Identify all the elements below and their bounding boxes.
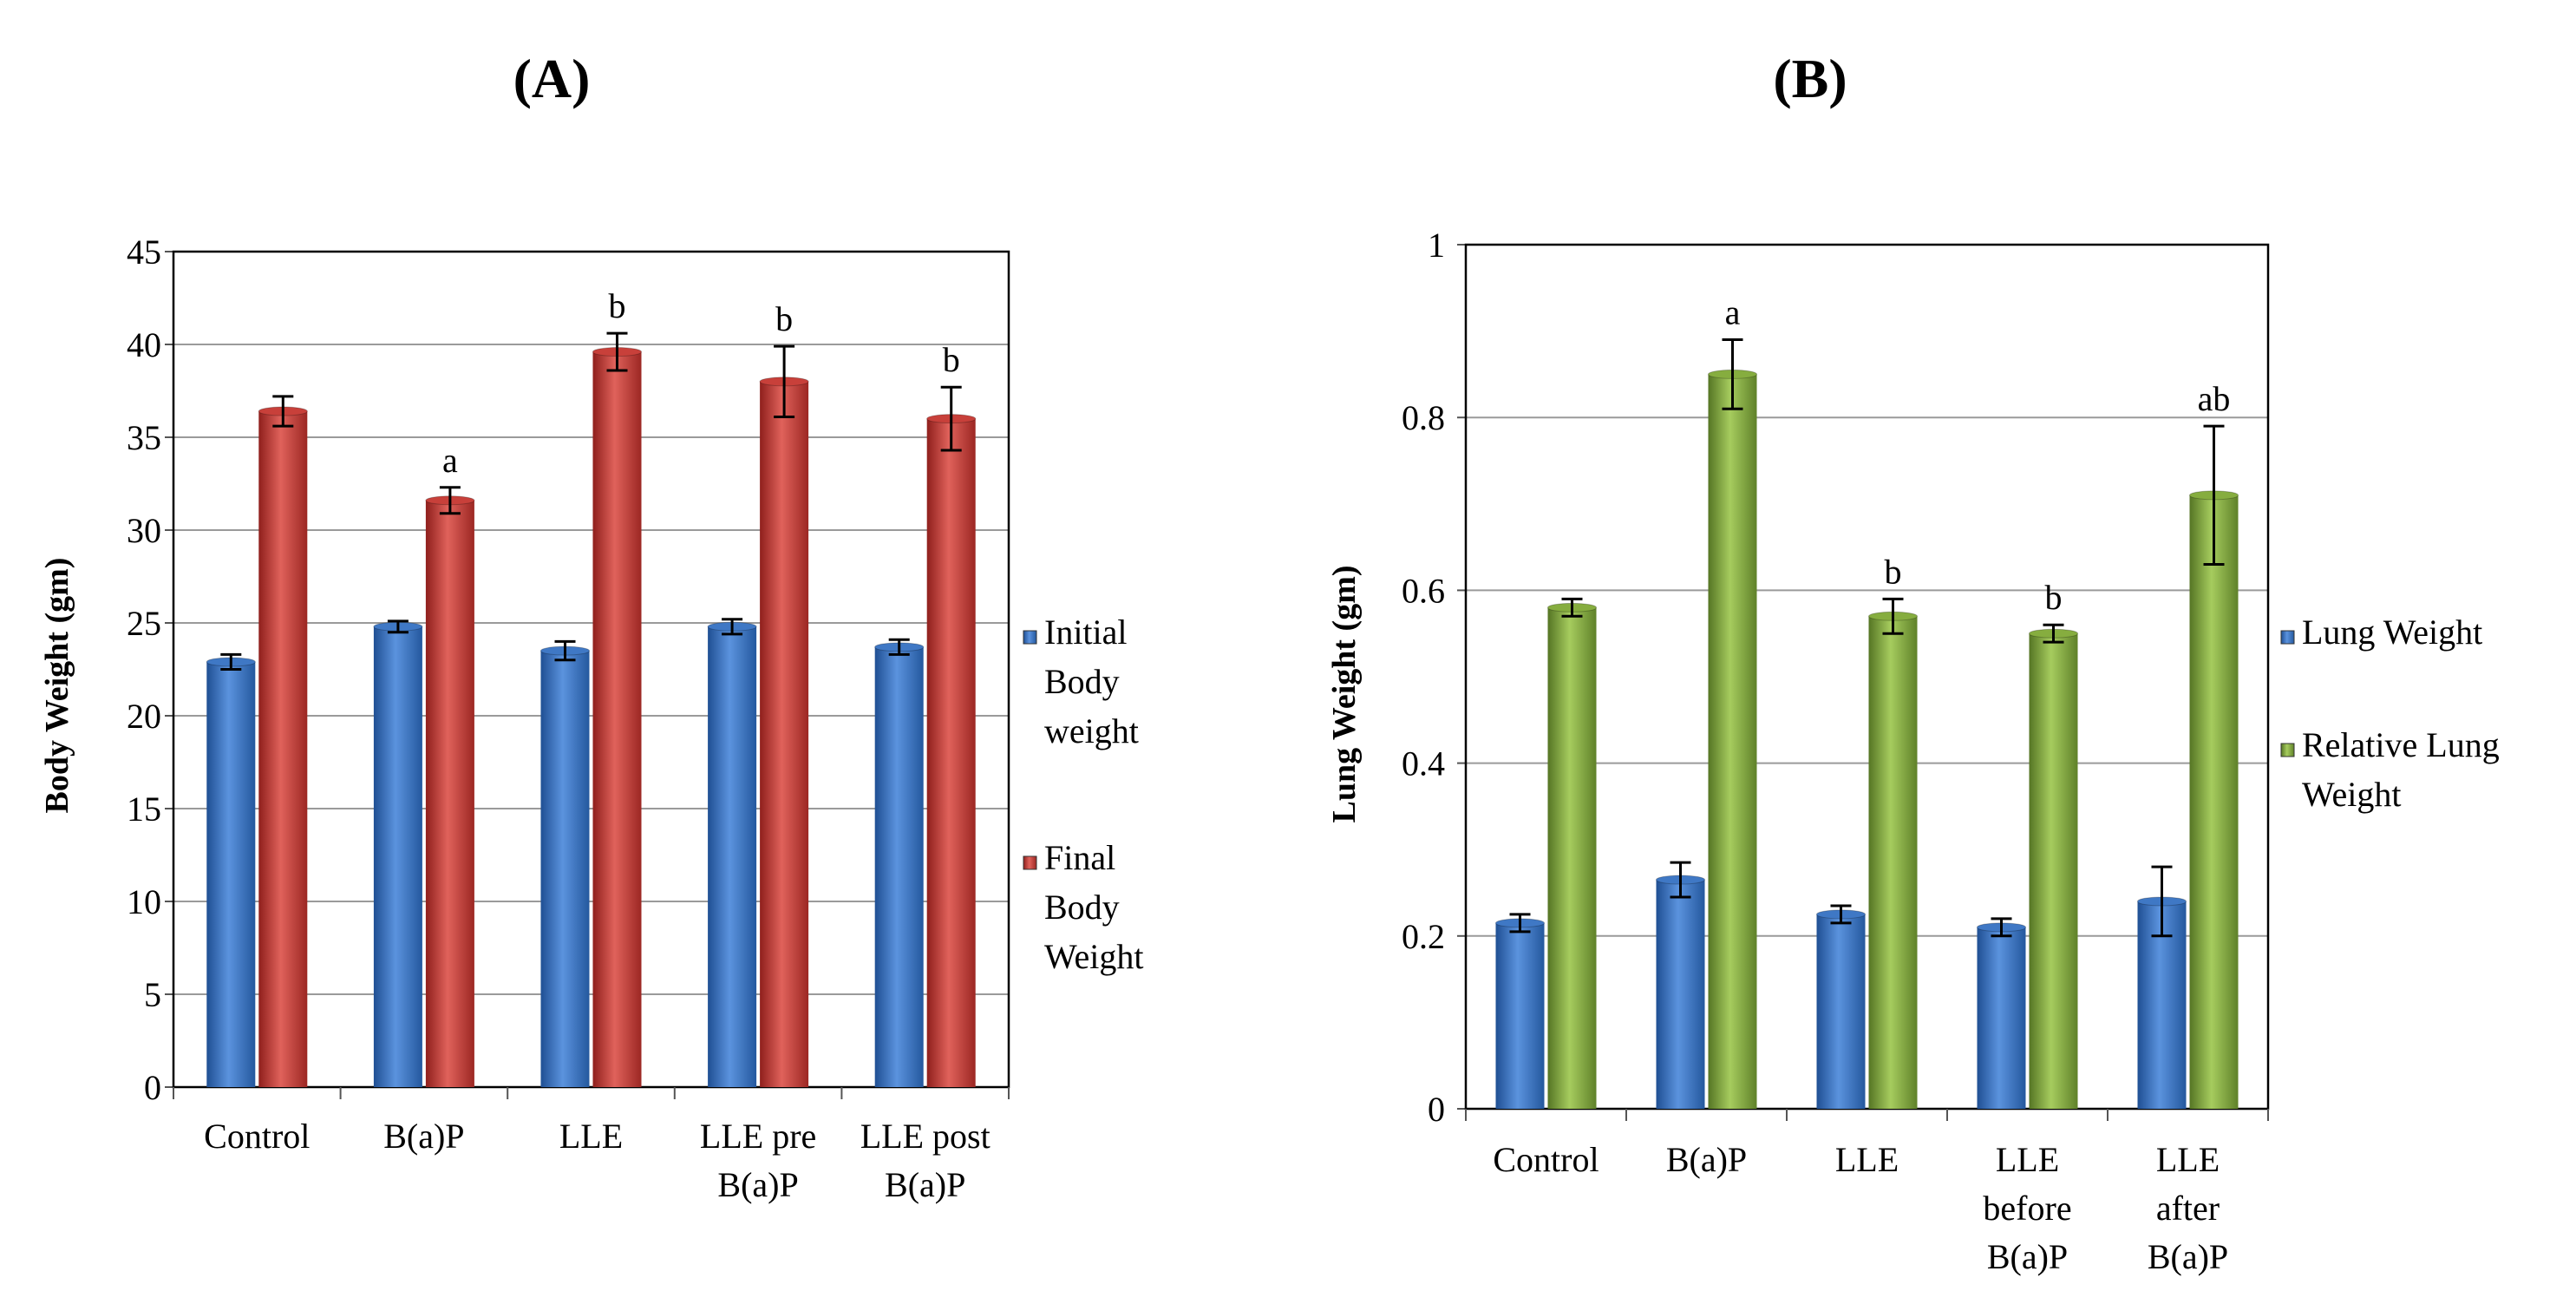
panel-b-significance-label: b — [1885, 552, 1902, 591]
panel-b-bar-relative-lung-weight — [1547, 607, 1597, 1109]
panel-b-y-tick-label: 0.2 — [1402, 917, 1445, 956]
panel-a-bar-initial-body-weight — [540, 651, 590, 1087]
panel-b-category-label: LLE — [1835, 1140, 1899, 1179]
panel-b-category-label: LLE — [1996, 1140, 2059, 1179]
panel-b-significance-label: a — [1725, 293, 1741, 332]
panel-b-significance-label: b — [2045, 578, 2063, 617]
panel-a-legend-label-final-body-weight: Body — [1044, 888, 1120, 927]
panel-a-y-tick-label: 0 — [144, 1068, 161, 1107]
panel-a-significance-label: b — [943, 340, 960, 379]
panel-b: (B) Lung Weight (gm) 0 0.2 0.4 0.6 0.8 1 Contr… — [1326, 48, 2500, 1276]
panel-b-category-label: B(a)P — [1987, 1237, 2068, 1276]
panel-a-category-label: LLE pre — [700, 1117, 816, 1156]
panel-a-bar-initial-body-weight — [206, 661, 256, 1087]
panel-b-y-axis-label: Lung Weight (gm) — [1326, 565, 1363, 822]
panel-b-category-label: after — [2156, 1189, 2220, 1228]
panel-b-label: (B) — [1773, 48, 1847, 109]
panel-a-y-tick-label: 40 — [127, 325, 161, 364]
panel-b-bar-relative-lung-weight — [2029, 633, 2078, 1109]
panel-b-category-label: B(a)P — [2148, 1237, 2228, 1276]
panel-a-y-tick-label: 25 — [127, 604, 161, 643]
panel-b-legend-swatch-relative-lung-weight — [2280, 743, 2295, 757]
panel-a-category-label: B(a)P — [717, 1165, 798, 1204]
panel-a-y-tick-label: 30 — [127, 511, 161, 550]
panel-a-category-label: B(a)P — [885, 1165, 965, 1204]
panel-a-y-tick-label: 15 — [127, 790, 161, 829]
panel-a: (A) Body Weight (gm) 0 5 10 15 20 25 30 35 40 45 C… — [39, 48, 1144, 1204]
panel-a-legend-label-initial-body-weight: Initial — [1044, 613, 1128, 652]
panel-a-y-axis-label: Body Weight (gm) — [39, 558, 75, 814]
panel-a-bar-initial-body-weight — [874, 646, 924, 1087]
panel-b-y-tick-label: 0.4 — [1402, 744, 1445, 783]
panel-b-legend-label-lung-weight: Lung Weight — [2302, 613, 2482, 652]
panel-a-category-label: Control — [204, 1117, 310, 1156]
panel-b-category-label: before — [1983, 1189, 2071, 1228]
panel-a-bar-final-body-weight — [926, 418, 976, 1088]
panel-a-category-label: LLE post — [860, 1117, 991, 1156]
panel-a-bar-final-body-weight — [592, 351, 642, 1087]
panel-b-y-tick-label: 0.6 — [1402, 571, 1445, 610]
panel-b-bar-lung-weight — [1495, 922, 1545, 1109]
panel-a-plot-frame — [172, 250, 1010, 1089]
panel-b-bar-relative-lung-weight — [1708, 374, 1757, 1109]
panel-b-category-label: LLE — [2156, 1140, 2220, 1179]
panel-b-bar-lung-weight — [1816, 914, 1866, 1109]
panel-b-legend-label-relative-lung-weight: Weight — [2302, 775, 2402, 814]
panel-a-legend-label-final-body-weight: Weight — [1044, 937, 1144, 976]
panel-a-legend-label-initial-body-weight: Body — [1044, 662, 1120, 701]
panel-a-bar-final-body-weight — [760, 381, 809, 1087]
panel-b-legend-label-relative-lung-weight: Relative Lung — [2302, 725, 2500, 764]
panel-a-significance-label: b — [609, 286, 626, 325]
panel-a-y-tick-label: 20 — [127, 697, 161, 736]
panel-b-bar-relative-lung-weight — [2189, 495, 2239, 1109]
panel-a-y-tick-label: 45 — [127, 233, 161, 272]
panel-a-y-tick-label: 5 — [144, 975, 161, 1014]
panel-b-category-label: Control — [1493, 1140, 1599, 1179]
panel-b-y-tick-label: 0.8 — [1402, 398, 1445, 437]
panel-a-legend: Initial Body weight Final Body Weight — [1023, 613, 1144, 976]
panel-b-category-label: B(a)P — [1666, 1140, 1747, 1179]
panel-a-legend-swatch-final-body-weight — [1023, 855, 1037, 870]
panel-b-plot-frame — [1464, 243, 2270, 1111]
panel-a-legend-swatch-initial-body-weight — [1023, 630, 1037, 645]
panel-a-bar-initial-body-weight — [708, 626, 757, 1087]
panel-a-legend-label-initial-body-weight: weight — [1044, 711, 1139, 750]
panel-b-legend-swatch-lung-weight — [2280, 630, 2295, 645]
panel-b-bar-lung-weight — [1656, 880, 1705, 1109]
panel-a-bar-final-body-weight — [425, 500, 474, 1087]
panel-a-significance-label: a — [442, 441, 458, 480]
panel-a-bar-final-body-weight — [258, 411, 308, 1087]
panel-b-bar-lung-weight — [1977, 927, 2026, 1109]
panel-b-y-tick-label: 1 — [1428, 226, 1445, 265]
panel-a-significance-label: b — [775, 299, 793, 338]
panel-a-category-label: B(a)P — [383, 1117, 464, 1156]
panel-b-plot: 0 0.2 0.4 0.6 0.8 1 Control B(a)P LLE LLE before B(… — [1402, 226, 2270, 1276]
panel-b-y-tick-label: 0 — [1428, 1090, 1445, 1129]
panel-a-plot: 0 5 10 15 20 25 30 35 40 45 Control B(a)P LLE LLE pre… — [127, 233, 1010, 1204]
panel-a-bar-initial-body-weight — [373, 626, 422, 1087]
panel-b-legend: Lung Weight Relative Lung Weight — [2280, 613, 2500, 814]
panel-b-significance-label: ab — [2198, 379, 2231, 418]
panel-a-y-tick-label: 35 — [127, 418, 161, 457]
panel-a-category-label: LLE — [559, 1117, 623, 1156]
panel-a-label: (A) — [513, 48, 591, 109]
panel-b-bar-relative-lung-weight — [1868, 616, 1918, 1109]
panel-a-legend-label-final-body-weight: Final — [1044, 838, 1115, 877]
panel-a-y-tick-label: 10 — [127, 882, 161, 921]
